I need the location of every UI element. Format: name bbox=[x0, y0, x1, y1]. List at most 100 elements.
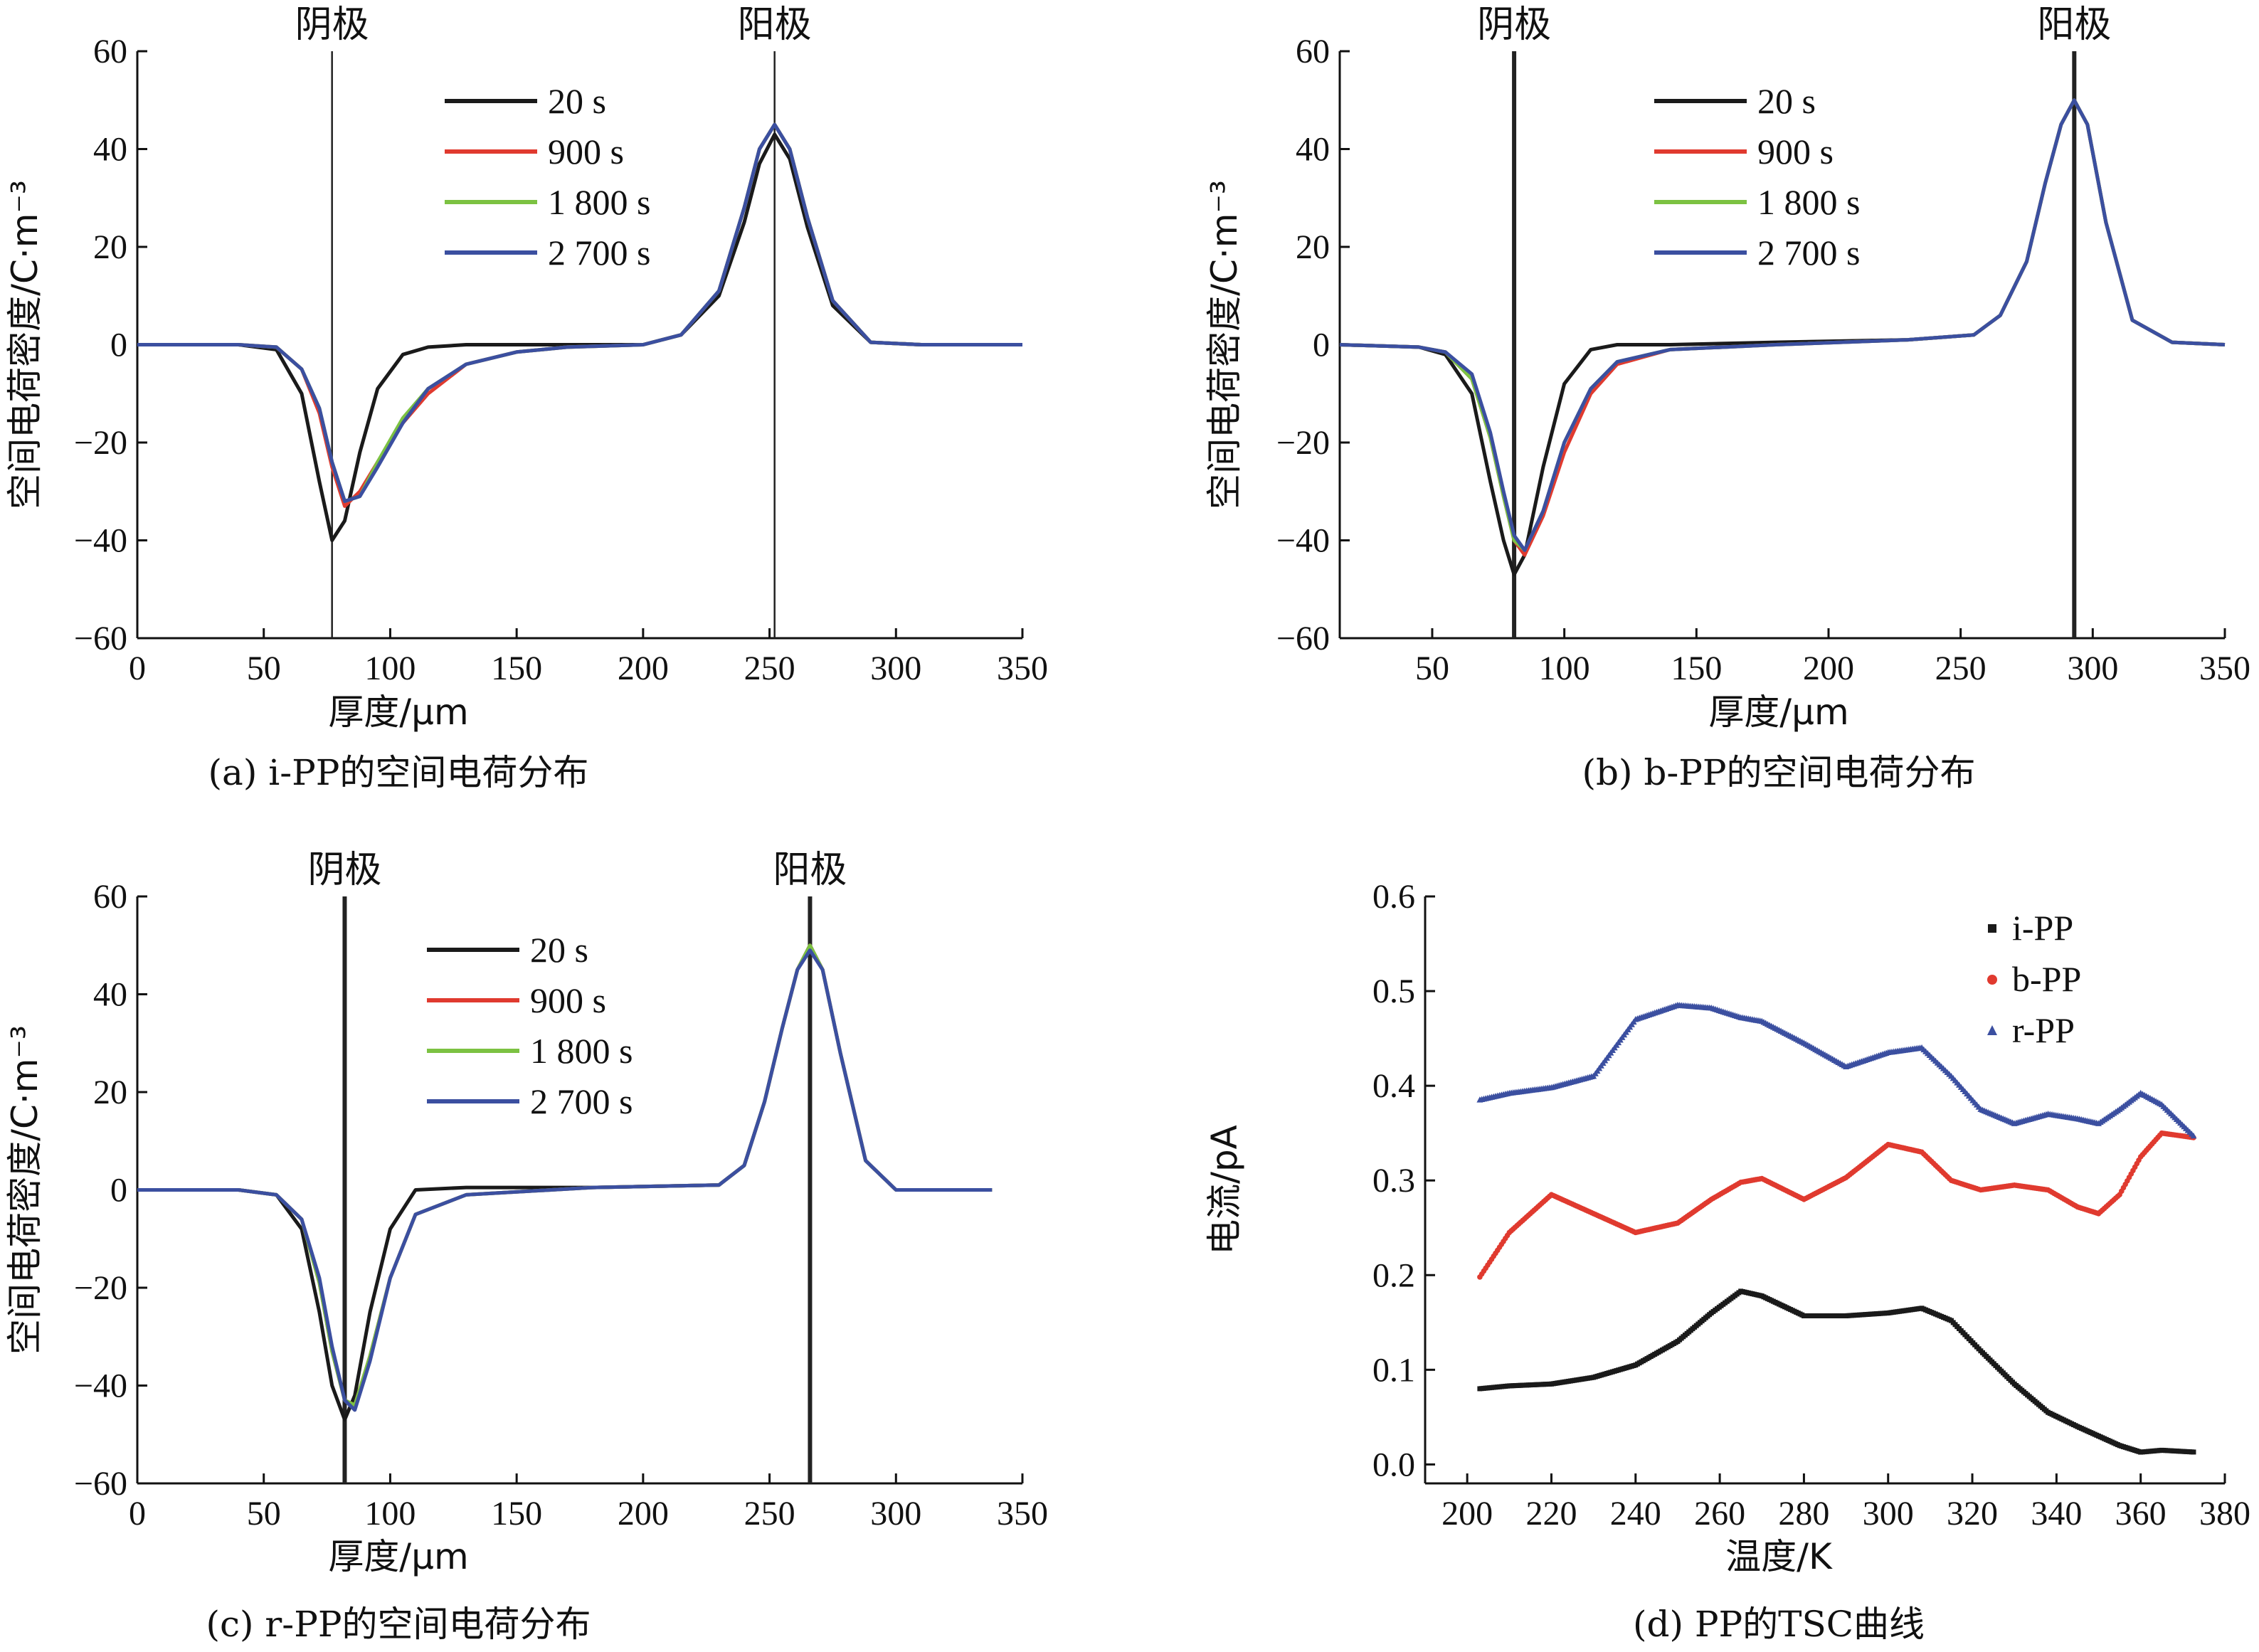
x-tick-label: 300 bbox=[2067, 650, 2118, 687]
legend-label: 20 s bbox=[1757, 81, 1816, 121]
legend-label: 900 s bbox=[530, 980, 606, 1020]
x-tick-label: 50 bbox=[247, 650, 281, 687]
y-tick-label: 0 bbox=[1313, 327, 1330, 364]
y-tick-label: 40 bbox=[93, 976, 127, 1014]
y-tick-label: −60 bbox=[1276, 620, 1330, 657]
series-line-3 bbox=[137, 122, 1022, 503]
y-tick-label: −20 bbox=[74, 1269, 127, 1307]
x-tick-label: 100 bbox=[364, 650, 416, 687]
legend-label: 2 700 s bbox=[548, 233, 650, 272]
x-axis-label: 厚度/μm bbox=[328, 1536, 468, 1577]
y-tick-label: 20 bbox=[93, 1074, 127, 1111]
legend-label: i-PP bbox=[2012, 908, 2073, 948]
legend-label: r-PP bbox=[2012, 1010, 2075, 1050]
x-tick-label: 250 bbox=[1935, 650, 1986, 687]
y-tick-label: 0.4 bbox=[1372, 1067, 1415, 1105]
series-line-3 bbox=[1339, 98, 2226, 552]
legend-marker bbox=[1988, 924, 1996, 933]
data-point bbox=[2191, 1449, 2196, 1455]
y-tick-label: 0.5 bbox=[1372, 973, 1415, 1010]
chart-caption: (c) r-PP的空间电荷分布 bbox=[206, 1604, 591, 1645]
y-tick-label: −20 bbox=[74, 424, 127, 462]
x-tick-label: 250 bbox=[744, 1495, 795, 1532]
x-axis-label: 厚度/μm bbox=[1708, 692, 1848, 733]
x-tick-label: 0 bbox=[129, 1495, 146, 1532]
series-line-0 bbox=[137, 132, 1022, 542]
x-tick-label: 250 bbox=[744, 650, 795, 687]
anode-label: 阳极 bbox=[773, 849, 847, 891]
chart-panel-3: 0.6 0.5 0.4 0.3 0.2 0.1 0.0 200 220 240 260 280 300 3… bbox=[1204, 878, 2250, 1645]
y-tick-label: 20 bbox=[93, 228, 127, 266]
series-1 bbox=[1477, 1130, 2196, 1280]
anode-label: 阳极 bbox=[2037, 4, 2111, 46]
x-tick-label: 0 bbox=[129, 650, 146, 687]
chart-caption: (b) b-PP的空间电荷分布 bbox=[1582, 752, 1975, 793]
x-tick-label: 350 bbox=[2199, 650, 2250, 687]
y-axis-label: 空间电荷密度/C·m⁻³ bbox=[4, 180, 46, 509]
legend-label: 1 800 s bbox=[530, 1031, 633, 1071]
y-tick-label: −60 bbox=[74, 1465, 127, 1503]
data-point bbox=[2190, 1132, 2197, 1139]
x-tick-label: 50 bbox=[247, 1495, 281, 1532]
x-axis-label: 温度/K bbox=[1725, 1536, 1833, 1577]
x-tick-label: 300 bbox=[870, 1495, 921, 1532]
chart-caption: (a) i-PP的空间电荷分布 bbox=[208, 752, 589, 793]
legend-label: 900 s bbox=[1757, 132, 1834, 171]
series-2 bbox=[1476, 1002, 2197, 1139]
x-tick-label: 150 bbox=[491, 1495, 542, 1532]
y-tick-label: 0.1 bbox=[1372, 1351, 1415, 1389]
legend-label: 20 s bbox=[530, 930, 588, 970]
x-tick-label: 100 bbox=[1539, 650, 1590, 687]
x-tick-label: 350 bbox=[997, 1495, 1048, 1532]
anode-label: 阳极 bbox=[738, 4, 812, 46]
series-line-3 bbox=[137, 948, 993, 1412]
x-tick-label: 260 bbox=[1694, 1495, 1745, 1532]
x-tick-label: 200 bbox=[1803, 650, 1854, 687]
y-tick-label: 60 bbox=[93, 878, 127, 916]
y-tick-label: −40 bbox=[1276, 522, 1330, 560]
legend-marker bbox=[1987, 1025, 1997, 1035]
y-tick-label: −40 bbox=[74, 1367, 127, 1405]
x-tick-label: 220 bbox=[1525, 1495, 1577, 1532]
x-tick-label: 200 bbox=[618, 650, 669, 687]
legend-label: 1 800 s bbox=[1757, 182, 1860, 222]
x-tick-label: 200 bbox=[1441, 1495, 1493, 1532]
y-tick-label: 40 bbox=[93, 131, 127, 169]
x-tick-label: 50 bbox=[1415, 650, 1449, 687]
legend-label: 900 s bbox=[548, 132, 624, 171]
x-tick-label: 320 bbox=[1947, 1495, 1998, 1532]
series-0 bbox=[1477, 1288, 2196, 1455]
y-tick-label: 0.0 bbox=[1372, 1446, 1415, 1483]
x-tick-label: 300 bbox=[1863, 1495, 1914, 1532]
y-tick-label: 0.6 bbox=[1372, 878, 1415, 916]
y-tick-label: −20 bbox=[1276, 424, 1330, 462]
y-axis-label: 空间电荷密度/C·m⁻³ bbox=[4, 1025, 46, 1355]
x-tick-label: 100 bbox=[364, 1495, 416, 1532]
y-tick-label: 0.3 bbox=[1372, 1162, 1415, 1200]
cathode-label: 阴极 bbox=[307, 849, 381, 891]
y-tick-label: 0 bbox=[110, 327, 127, 364]
y-tick-label: 40 bbox=[1296, 131, 1330, 169]
series-line-2 bbox=[137, 122, 1022, 503]
x-tick-label: 280 bbox=[1778, 1495, 1829, 1532]
y-tick-label: −40 bbox=[74, 522, 127, 560]
x-axis-label: 厚度/μm bbox=[328, 692, 468, 733]
y-tick-label: 60 bbox=[93, 33, 127, 70]
legend-label: 20 s bbox=[548, 81, 606, 121]
x-tick-label: 200 bbox=[618, 1495, 669, 1532]
cathode-label: 阴极 bbox=[295, 4, 369, 46]
y-tick-label: 60 bbox=[1296, 33, 1330, 70]
legend-label: 2 700 s bbox=[530, 1081, 633, 1121]
legend-label: 1 800 s bbox=[548, 182, 650, 222]
x-tick-label: 350 bbox=[997, 650, 1048, 687]
x-tick-label: 150 bbox=[1671, 650, 1722, 687]
x-tick-label: 240 bbox=[1610, 1495, 1661, 1532]
x-tick-label: 340 bbox=[2031, 1495, 2082, 1532]
x-tick-label: 300 bbox=[870, 650, 921, 687]
chart-caption: (d) PP的TSC曲线 bbox=[1633, 1604, 1925, 1645]
x-tick-label: 360 bbox=[2115, 1495, 2167, 1532]
y-tick-label: 0 bbox=[110, 1172, 127, 1209]
